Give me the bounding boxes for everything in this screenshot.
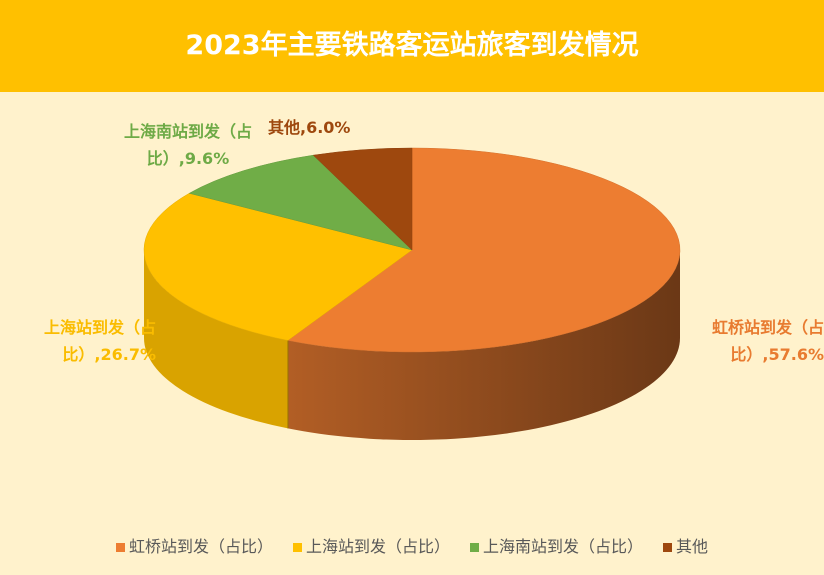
legend-label: 上海站到发（占比） <box>305 537 450 556</box>
legend-label: 上海南站到发（占比） <box>483 537 644 556</box>
slice <box>143 193 413 341</box>
legend-label: 虹桥站到发（占比） <box>128 537 273 556</box>
legend-item: 虹桥站到发（占比） <box>115 533 273 557</box>
legend-item: 上海南站到发（占比） <box>470 533 643 557</box>
slice <box>312 147 413 251</box>
slice <box>287 147 681 353</box>
chart-title: 2023年主要铁路客运站旅客到发情况 <box>185 30 639 61</box>
legend-label: 其他 <box>676 537 709 556</box>
data-label: 其他,6.0% <box>268 118 351 137</box>
legend-swatch <box>663 543 673 552</box>
legend-swatch <box>470 543 479 552</box>
legend: 虹桥站到发（占比） 上海站到发（占比） 上海南站到发（占比） 其他 <box>0 533 824 557</box>
legend-swatch <box>292 543 302 552</box>
legend-swatch <box>115 543 125 552</box>
legend-item: 其他 <box>663 533 708 557</box>
slice-side <box>287 250 680 440</box>
data-label: 虹桥站到发（占比）,57.6% <box>711 318 824 364</box>
data-label: 上海站到发（占比）,26.7% <box>43 318 156 364</box>
title-bar <box>0 0 824 92</box>
data-label: 上海南站到发（占比）,9.6% <box>123 122 252 168</box>
legend-item: 上海站到发（占比） <box>292 533 450 557</box>
slice-side <box>144 250 288 429</box>
slice <box>188 154 413 251</box>
